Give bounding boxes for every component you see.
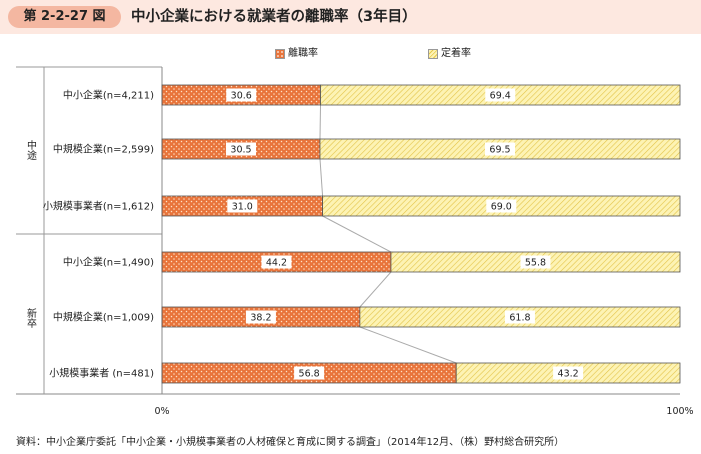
figure-number-badge: 第 2-2-27 図 [8,6,121,28]
value-label-bg-attrition-3 [261,255,292,269]
value-label-attrition-4: 38.2 [250,313,271,324]
legend-label-retention: 定着率 [441,48,471,59]
x-tick-label-0: 0% [154,406,169,417]
value-label-retention-5: 43.2 [558,369,579,380]
category-label-5: 小規模事業者 (n=481) [49,367,154,380]
value-label-bg-attrition-4 [245,310,276,324]
connector-line-3 [359,271,392,308]
chart-title: 中小企業における就業者の離職率（3年目） [131,9,417,25]
group-label-1: 新卒 [25,307,37,328]
category-label-0: 中小企業(n=4,211) [63,89,154,102]
value-label-retention-2: 69.0 [491,202,512,213]
value-label-bg-retention-1 [484,142,515,156]
category-label-1: 中規模企業(n=2,599) [53,143,154,156]
connector-line-0 [319,104,322,140]
value-label-attrition-5: 56.8 [299,369,320,380]
value-label-attrition-1: 30.5 [230,145,251,156]
value-label-attrition-3: 44.2 [266,258,287,269]
group-label-0: 中途 [25,139,37,161]
value-label-retention-0: 69.4 [490,91,511,102]
value-label-retention-1: 69.5 [489,145,510,156]
legend-swatch-attrition [275,49,285,59]
source-note: 資料：中小企業庁委託「中小企業・小規模事業者の人材確保と育成に関する調査」（20… [16,437,565,448]
figure-header: 第 2-2-27 図 中小企業における就業者の離職率（3年目） [0,0,701,34]
value-label-bg-attrition-1 [225,142,256,156]
value-label-bg-attrition-5 [294,366,325,380]
value-label-bg-retention-4 [504,310,535,324]
x-tick-label-1: 100% [666,406,693,417]
value-label-retention-4: 61.8 [509,313,530,324]
category-label-4: 中規模企業(n=1,009) [53,311,154,324]
value-label-attrition-0: 30.6 [231,91,252,102]
value-label-bg-retention-2 [486,199,517,213]
connector-line-1 [319,158,324,197]
category-label-2: 小規模事業者(n=1,612) [43,200,154,213]
value-label-attrition-2: 31.0 [232,202,253,213]
connector-line-4 [359,326,457,364]
value-label-retention-3: 55.8 [525,258,546,269]
legend-label-attrition: 離職率 [288,48,318,59]
value-label-bg-attrition-2 [227,199,258,213]
value-label-bg-retention-3 [520,255,551,269]
value-label-bg-retention-5 [553,366,584,380]
value-label-bg-retention-0 [485,88,516,102]
legend-swatch-retention [428,49,438,59]
value-label-bg-attrition-0 [226,88,257,102]
connector-line-2 [322,215,392,253]
category-label-3: 中小企業(n=1,490) [63,256,154,269]
